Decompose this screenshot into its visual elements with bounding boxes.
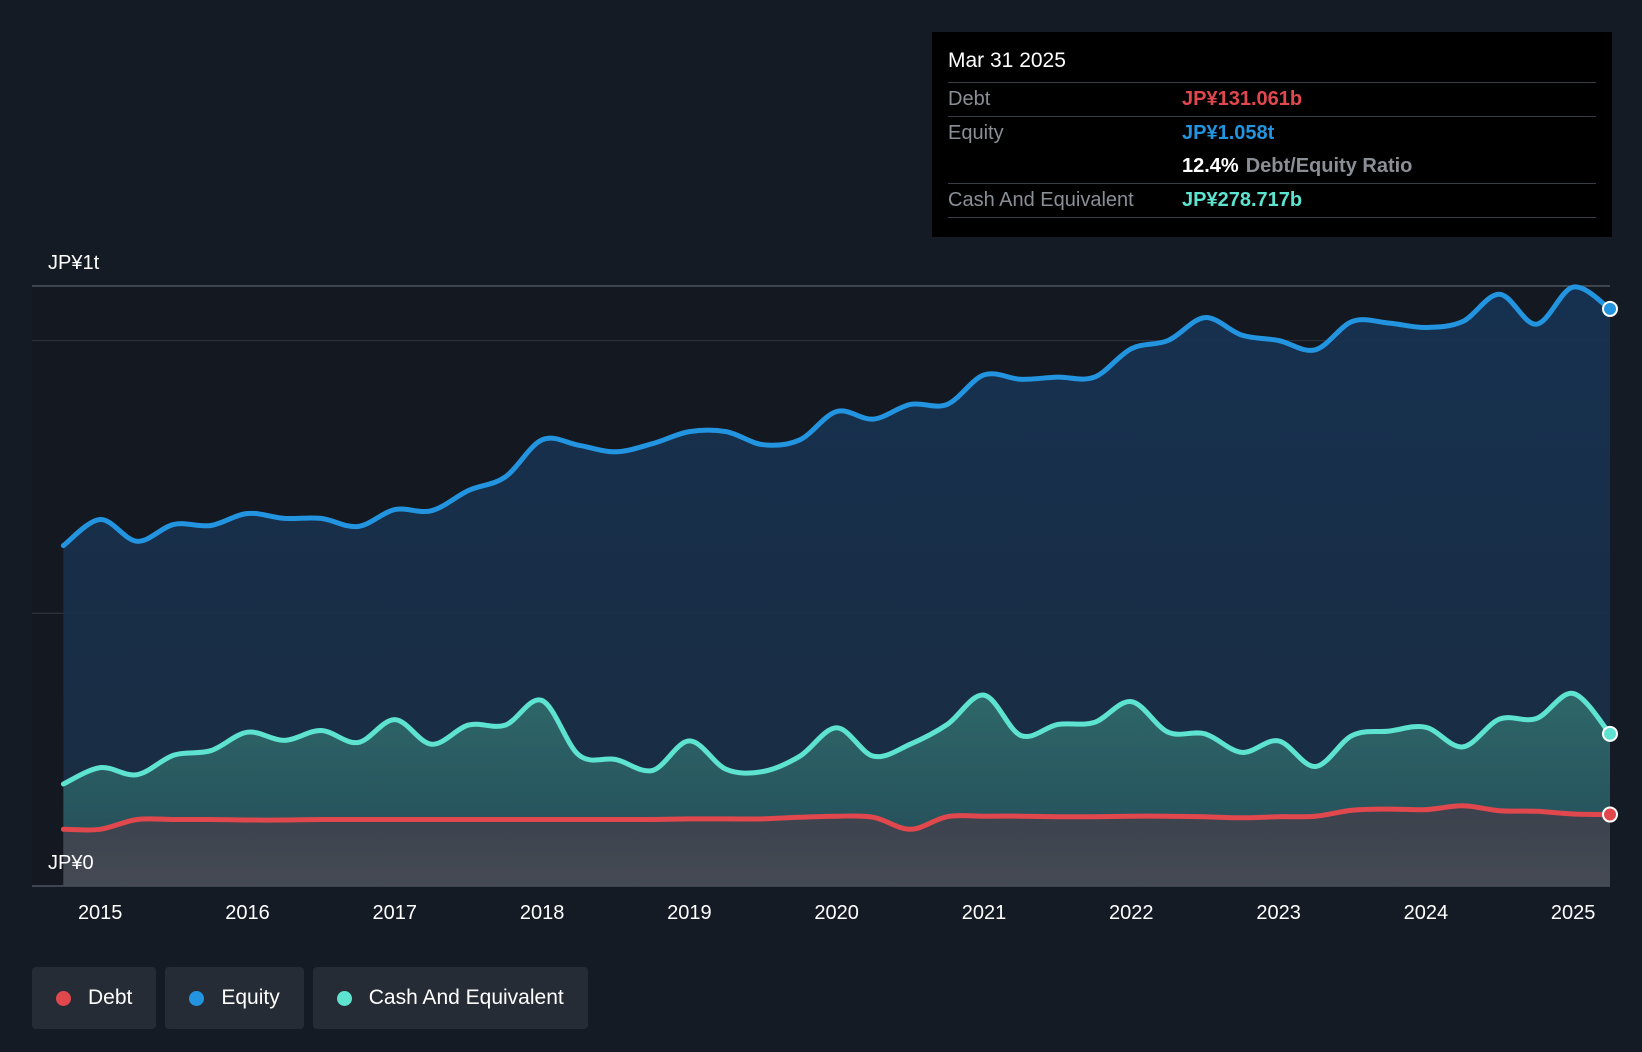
legend-label-equity: Equity [221, 986, 280, 1009]
legend-label-cash: Cash And Equivalent [368, 986, 564, 1009]
x-tick-label: 2023 [1256, 902, 1301, 924]
legend-item-cash[interactable]: Cash And Equivalent [312, 967, 588, 1029]
tooltip-equity-row: Equity JP¥1.058t [948, 116, 1596, 150]
tooltip-cash-label: Cash And Equivalent [948, 189, 1134, 211]
tooltip-date: Mar 31 2025 [948, 49, 1066, 72]
tooltip-equity-label: Equity [948, 122, 1004, 144]
legend-label-debt: Debt [88, 986, 133, 1009]
tooltip-debt-value: JP¥131.061b [1182, 88, 1303, 110]
tooltip-cash-row: Cash And Equivalent JP¥278.717b [948, 183, 1596, 218]
cash-dot-icon [336, 990, 352, 1006]
debt-area [63, 805, 1610, 886]
x-tick-label: 2016 [225, 902, 270, 924]
x-axis-ticks: 2015 2016 2017 2018 2019 2020 2021 2022 2023 2024… [78, 902, 1595, 924]
tooltip-equity-value: JP¥1.058t [1182, 122, 1275, 144]
x-tick-label: 2021 [962, 902, 1007, 924]
y-axis-top-label: JP¥1t [48, 252, 100, 274]
tooltip-ratio-row: 12.4% Debt/Equity Ratio [948, 150, 1596, 183]
y-axis-bottom-label: JP¥0 [48, 852, 94, 874]
tooltip-ratio-value: 12.4% [1182, 155, 1239, 177]
series-lines [60, 284, 1613, 833]
x-tick-label: 2017 [373, 902, 418, 924]
equity-series-line [60, 284, 1613, 549]
legend: Debt Equity Cash And Equivalent [32, 967, 588, 1029]
debt-series-line [60, 803, 1613, 833]
x-tick-label: 2022 [1109, 902, 1154, 924]
tooltip-ratio-label: Debt/Equity Ratio [1245, 155, 1413, 177]
equity-end-point [1602, 300, 1618, 317]
cash-series-line [60, 690, 1613, 787]
legend-item-debt[interactable]: Debt [32, 967, 157, 1029]
x-tick-label: 2020 [814, 902, 859, 924]
x-tick-label: 2019 [667, 902, 712, 924]
debt-end-point [1602, 806, 1618, 823]
cash-end-point [1602, 725, 1618, 742]
equity-dot-icon [189, 990, 205, 1006]
tooltip-cash-value: JP¥278.717b [1182, 189, 1303, 211]
tooltip-debt-row: Debt JP¥131.061b [948, 82, 1596, 116]
x-tick-label: 2018 [520, 902, 565, 924]
debt-dot-icon [56, 990, 71, 1006]
x-tick-label: 2024 [1404, 902, 1449, 924]
tooltip-debt-label: Debt [948, 88, 991, 110]
hover-tooltip: Mar 31 2025 Debt JP¥131.061b Equity JP¥1… [932, 32, 1612, 237]
x-tick-label: 2015 [78, 902, 123, 924]
series-end-markers [1602, 300, 1618, 823]
x-tick-label: 2025 [1551, 902, 1596, 924]
legend-item-equity[interactable]: Equity [165, 967, 304, 1029]
